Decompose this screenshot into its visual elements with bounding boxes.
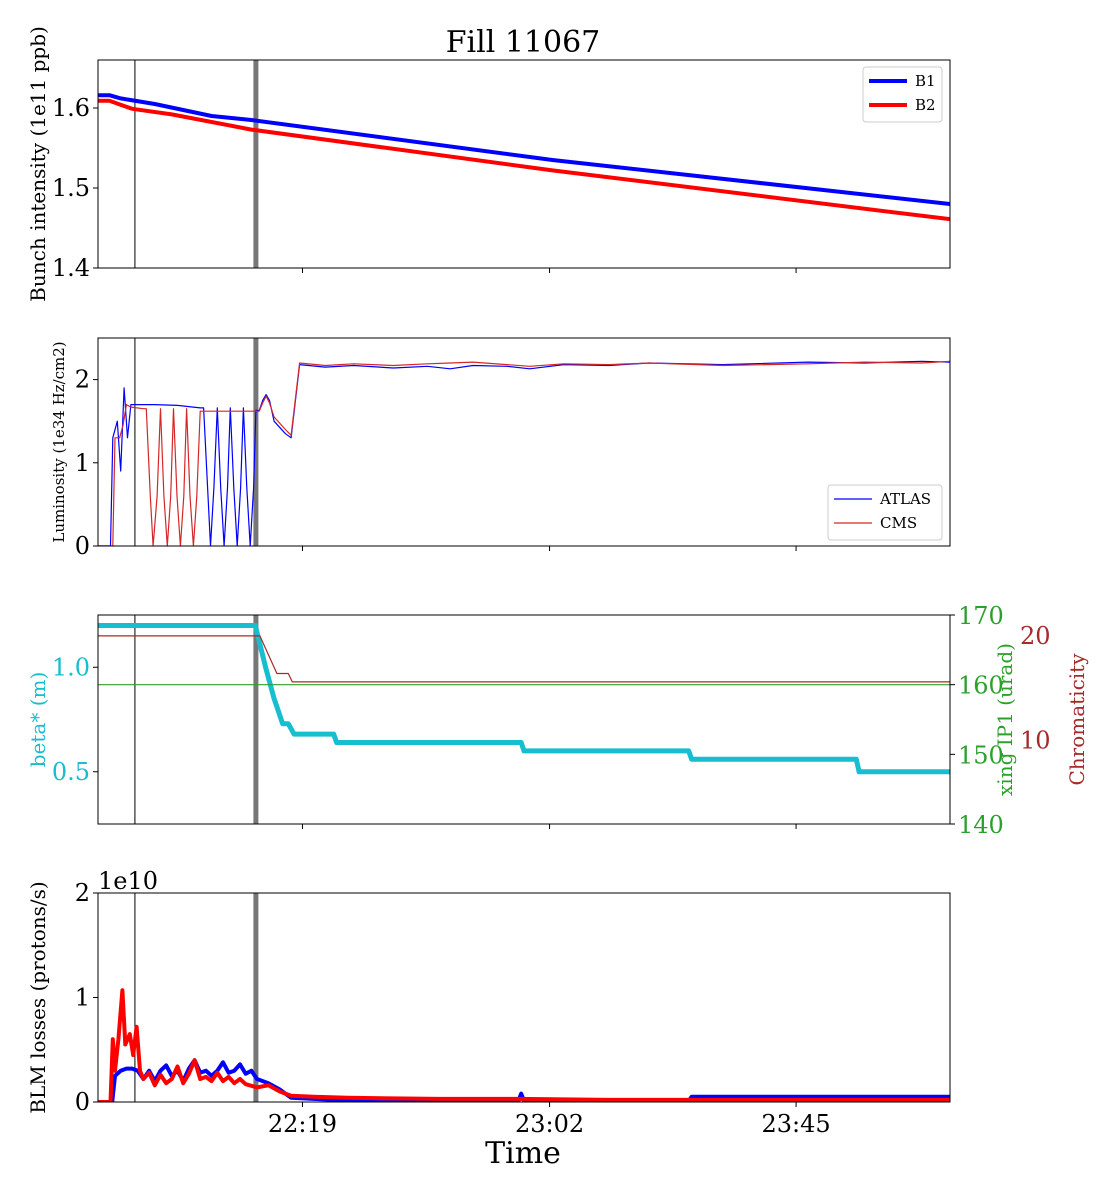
y-axis-label: Bunch intensity (1e11 ppb) (26, 26, 50, 302)
y-tick-label: 1.0 (52, 653, 90, 681)
panel-2: 0 1 2 Luminosity (1e34 Hz/cm2) ATLAS CMS (50, 337, 951, 560)
y-tick-label: 2 (75, 879, 90, 907)
series-line (98, 635, 950, 683)
legend-label: ATLAS (879, 490, 931, 508)
y-right-tick-label: 160 (958, 672, 1004, 700)
series-line (98, 98, 950, 222)
y-tick-label: 0 (75, 1088, 90, 1116)
y-tick-label: 1.5 (52, 174, 90, 202)
legend-label: CMS (880, 514, 917, 532)
y-tick-label: 1.6 (52, 94, 90, 122)
x-axis-label: Time (485, 1136, 561, 1171)
y-tick-label: 1 (75, 984, 90, 1012)
series-line (98, 360, 950, 546)
y-tick-label: 0.5 (52, 758, 90, 786)
series-line (98, 623, 950, 775)
y-tick-label: 1 (75, 449, 90, 477)
y-tick-label: 2 (75, 366, 90, 394)
y-right-axis-label: xing IP1 (urad) (993, 643, 1017, 796)
axes-frame (97, 337, 951, 547)
legend-label: B1 (915, 72, 936, 90)
y-right-tick-label: 140 (958, 811, 1004, 839)
axes-frame (97, 614, 951, 825)
y-right2-tick-label: 10 (1020, 726, 1051, 754)
y-right-tick-label: 150 (958, 741, 1004, 769)
figure-title: Fill 11067 (446, 25, 601, 60)
x-tick-label: 22:19 (268, 1110, 337, 1138)
y-axis-label: Luminosity (1e34 Hz/cm2) (50, 341, 68, 542)
x-tick-label: 23:02 (515, 1110, 584, 1138)
series-line (98, 93, 950, 206)
panel-4: 22:19 23:02 23:45 0 1 2 BLM losses (protons/s)… (26, 867, 951, 1138)
y-axis-label: beta* (m) (26, 672, 50, 768)
y-tick-label: 1.4 (52, 254, 90, 282)
y-offset-label: 1e10 (98, 867, 158, 895)
axes-frame (97, 59, 951, 269)
y-right2-axis-label: Chromaticity (1065, 653, 1089, 786)
y-axis-label: BLM losses (protons/s) (26, 881, 50, 1113)
x-tick-label: 23:45 (761, 1110, 830, 1138)
y-right-tick-label: 170 (958, 602, 1004, 630)
series-line (98, 988, 950, 1102)
y-tick-label: 0 (75, 532, 90, 560)
legend-label: B2 (915, 96, 936, 114)
y-right2-tick-label: 20 (1020, 622, 1051, 650)
series-line (98, 360, 950, 546)
legend: ATLAS CMS (827, 484, 943, 541)
